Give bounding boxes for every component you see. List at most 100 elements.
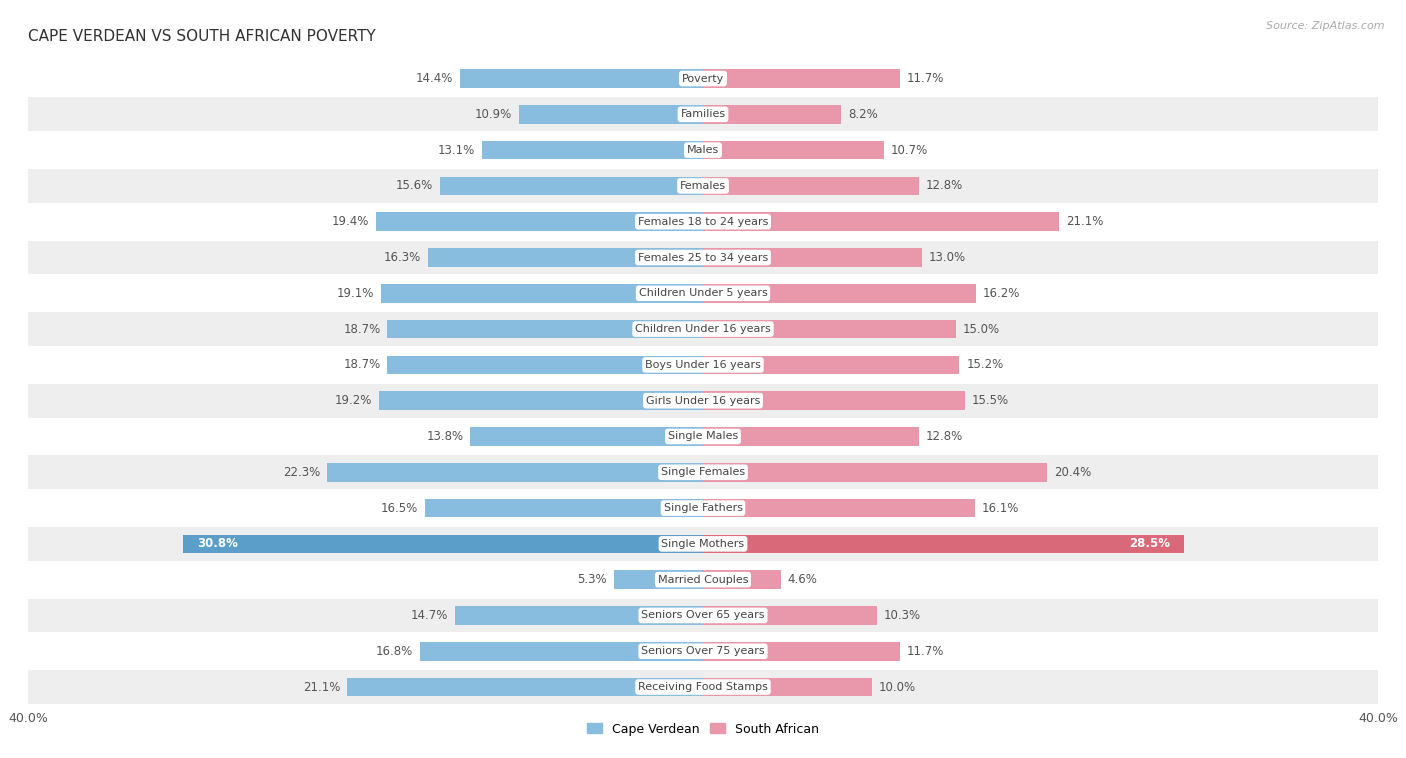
- Text: 5.3%: 5.3%: [578, 573, 607, 586]
- Bar: [425, 499, 703, 518]
- Text: 12.8%: 12.8%: [925, 430, 963, 443]
- Text: Source: ZipAtlas.com: Source: ZipAtlas.com: [1267, 21, 1385, 31]
- Text: 10.0%: 10.0%: [879, 681, 915, 694]
- Bar: [28, 634, 1378, 669]
- Bar: [703, 141, 883, 159]
- Text: 8.2%: 8.2%: [848, 108, 877, 121]
- Text: 15.2%: 15.2%: [966, 359, 1004, 371]
- Bar: [28, 275, 1378, 312]
- Bar: [28, 526, 1378, 562]
- Text: Females 18 to 24 years: Females 18 to 24 years: [638, 217, 768, 227]
- Bar: [28, 312, 1378, 347]
- Bar: [28, 418, 1378, 454]
- Bar: [482, 141, 703, 159]
- Text: 21.1%: 21.1%: [302, 681, 340, 694]
- Bar: [28, 96, 1378, 132]
- Legend: Cape Verdean, South African: Cape Verdean, South African: [582, 718, 824, 741]
- Text: Males: Males: [688, 145, 718, 155]
- Text: 19.2%: 19.2%: [335, 394, 373, 407]
- Text: 12.8%: 12.8%: [925, 180, 963, 193]
- Bar: [470, 428, 703, 446]
- Text: Families: Families: [681, 109, 725, 119]
- Bar: [703, 428, 920, 446]
- Text: Seniors Over 75 years: Seniors Over 75 years: [641, 647, 765, 656]
- Text: 14.7%: 14.7%: [411, 609, 449, 622]
- Text: Receiving Food Stamps: Receiving Food Stamps: [638, 682, 768, 692]
- Text: Boys Under 16 years: Boys Under 16 years: [645, 360, 761, 370]
- Text: 15.6%: 15.6%: [396, 180, 433, 193]
- Text: 14.4%: 14.4%: [416, 72, 453, 85]
- Text: 28.5%: 28.5%: [1129, 537, 1170, 550]
- Text: 11.7%: 11.7%: [907, 645, 945, 658]
- Text: 11.7%: 11.7%: [907, 72, 945, 85]
- Bar: [703, 642, 900, 660]
- Bar: [613, 570, 703, 589]
- Text: Seniors Over 65 years: Seniors Over 65 years: [641, 610, 765, 621]
- Text: Females 25 to 34 years: Females 25 to 34 years: [638, 252, 768, 262]
- Text: 16.3%: 16.3%: [384, 251, 422, 264]
- Bar: [28, 454, 1378, 490]
- Text: 15.0%: 15.0%: [963, 323, 1000, 336]
- Bar: [347, 678, 703, 697]
- Text: Single Females: Single Females: [661, 467, 745, 478]
- Bar: [183, 534, 703, 553]
- Text: 22.3%: 22.3%: [283, 465, 321, 479]
- Bar: [703, 105, 841, 124]
- Text: 13.8%: 13.8%: [426, 430, 464, 443]
- Text: Females: Females: [681, 181, 725, 191]
- Bar: [703, 284, 976, 302]
- Text: 21.1%: 21.1%: [1066, 215, 1104, 228]
- Text: 15.5%: 15.5%: [972, 394, 1008, 407]
- Bar: [440, 177, 703, 196]
- Bar: [28, 132, 1378, 168]
- Bar: [703, 177, 920, 196]
- Bar: [28, 240, 1378, 275]
- Bar: [28, 204, 1378, 240]
- Bar: [388, 320, 703, 338]
- Bar: [380, 391, 703, 410]
- Bar: [703, 69, 900, 88]
- Text: Girls Under 16 years: Girls Under 16 years: [645, 396, 761, 406]
- Bar: [28, 562, 1378, 597]
- Bar: [703, 570, 780, 589]
- Text: 16.8%: 16.8%: [375, 645, 413, 658]
- Text: 10.3%: 10.3%: [883, 609, 921, 622]
- Bar: [388, 356, 703, 374]
- Bar: [28, 597, 1378, 634]
- Bar: [375, 212, 703, 231]
- Bar: [703, 499, 974, 518]
- Bar: [28, 383, 1378, 418]
- Text: 13.0%: 13.0%: [929, 251, 966, 264]
- Text: 10.7%: 10.7%: [890, 143, 928, 157]
- Bar: [419, 642, 703, 660]
- Text: 30.8%: 30.8%: [197, 537, 238, 550]
- Text: 18.7%: 18.7%: [343, 359, 381, 371]
- Bar: [456, 606, 703, 625]
- Bar: [703, 534, 1184, 553]
- Bar: [703, 212, 1059, 231]
- Text: 16.2%: 16.2%: [983, 287, 1021, 300]
- Bar: [703, 320, 956, 338]
- Text: Married Couples: Married Couples: [658, 575, 748, 584]
- Bar: [381, 284, 703, 302]
- Bar: [703, 248, 922, 267]
- Bar: [28, 61, 1378, 96]
- Text: 16.1%: 16.1%: [981, 502, 1019, 515]
- Text: 10.9%: 10.9%: [475, 108, 512, 121]
- Text: CAPE VERDEAN VS SOUTH AFRICAN POVERTY: CAPE VERDEAN VS SOUTH AFRICAN POVERTY: [28, 30, 375, 44]
- Text: Children Under 5 years: Children Under 5 years: [638, 288, 768, 299]
- Text: 18.7%: 18.7%: [343, 323, 381, 336]
- Bar: [28, 669, 1378, 705]
- Bar: [703, 606, 877, 625]
- Bar: [703, 356, 959, 374]
- Text: Single Males: Single Males: [668, 431, 738, 441]
- Text: 4.6%: 4.6%: [787, 573, 817, 586]
- Text: 19.4%: 19.4%: [332, 215, 368, 228]
- Bar: [427, 248, 703, 267]
- Text: 13.1%: 13.1%: [439, 143, 475, 157]
- Text: Children Under 16 years: Children Under 16 years: [636, 324, 770, 334]
- Text: Poverty: Poverty: [682, 74, 724, 83]
- Bar: [28, 347, 1378, 383]
- Bar: [28, 490, 1378, 526]
- Bar: [28, 168, 1378, 204]
